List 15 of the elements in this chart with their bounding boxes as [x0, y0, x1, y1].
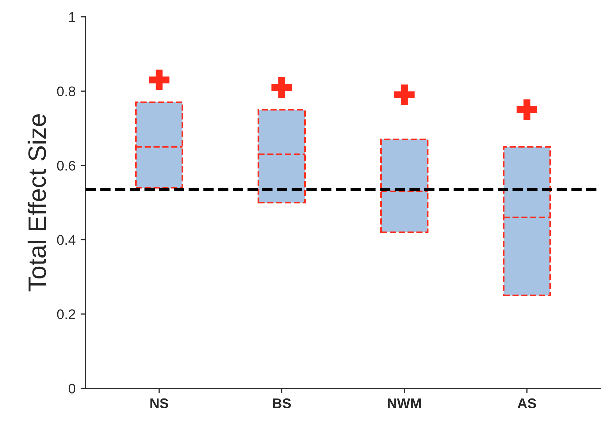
y-tick-label: 0.6: [57, 161, 76, 171]
point: [394, 84, 415, 106]
point: [272, 77, 292, 98]
y-tick-label: 0: [68, 384, 76, 394]
x-tick-label: NS: [150, 398, 168, 408]
y-tick-label: 0.8: [57, 86, 76, 97]
x-tick-label: AS: [518, 398, 536, 408]
x-tick-label: NWM: [388, 398, 422, 408]
x-tick-label: BS: [273, 398, 292, 408]
point: [516, 100, 538, 120]
point: [149, 70, 170, 91]
y-axis-title: Total Effect Size: [28, 114, 46, 292]
y-tick-label: 1: [69, 12, 76, 22]
y-tick-label: 0.2: [57, 310, 76, 320]
y-tick-label: 0.4: [57, 235, 76, 246]
